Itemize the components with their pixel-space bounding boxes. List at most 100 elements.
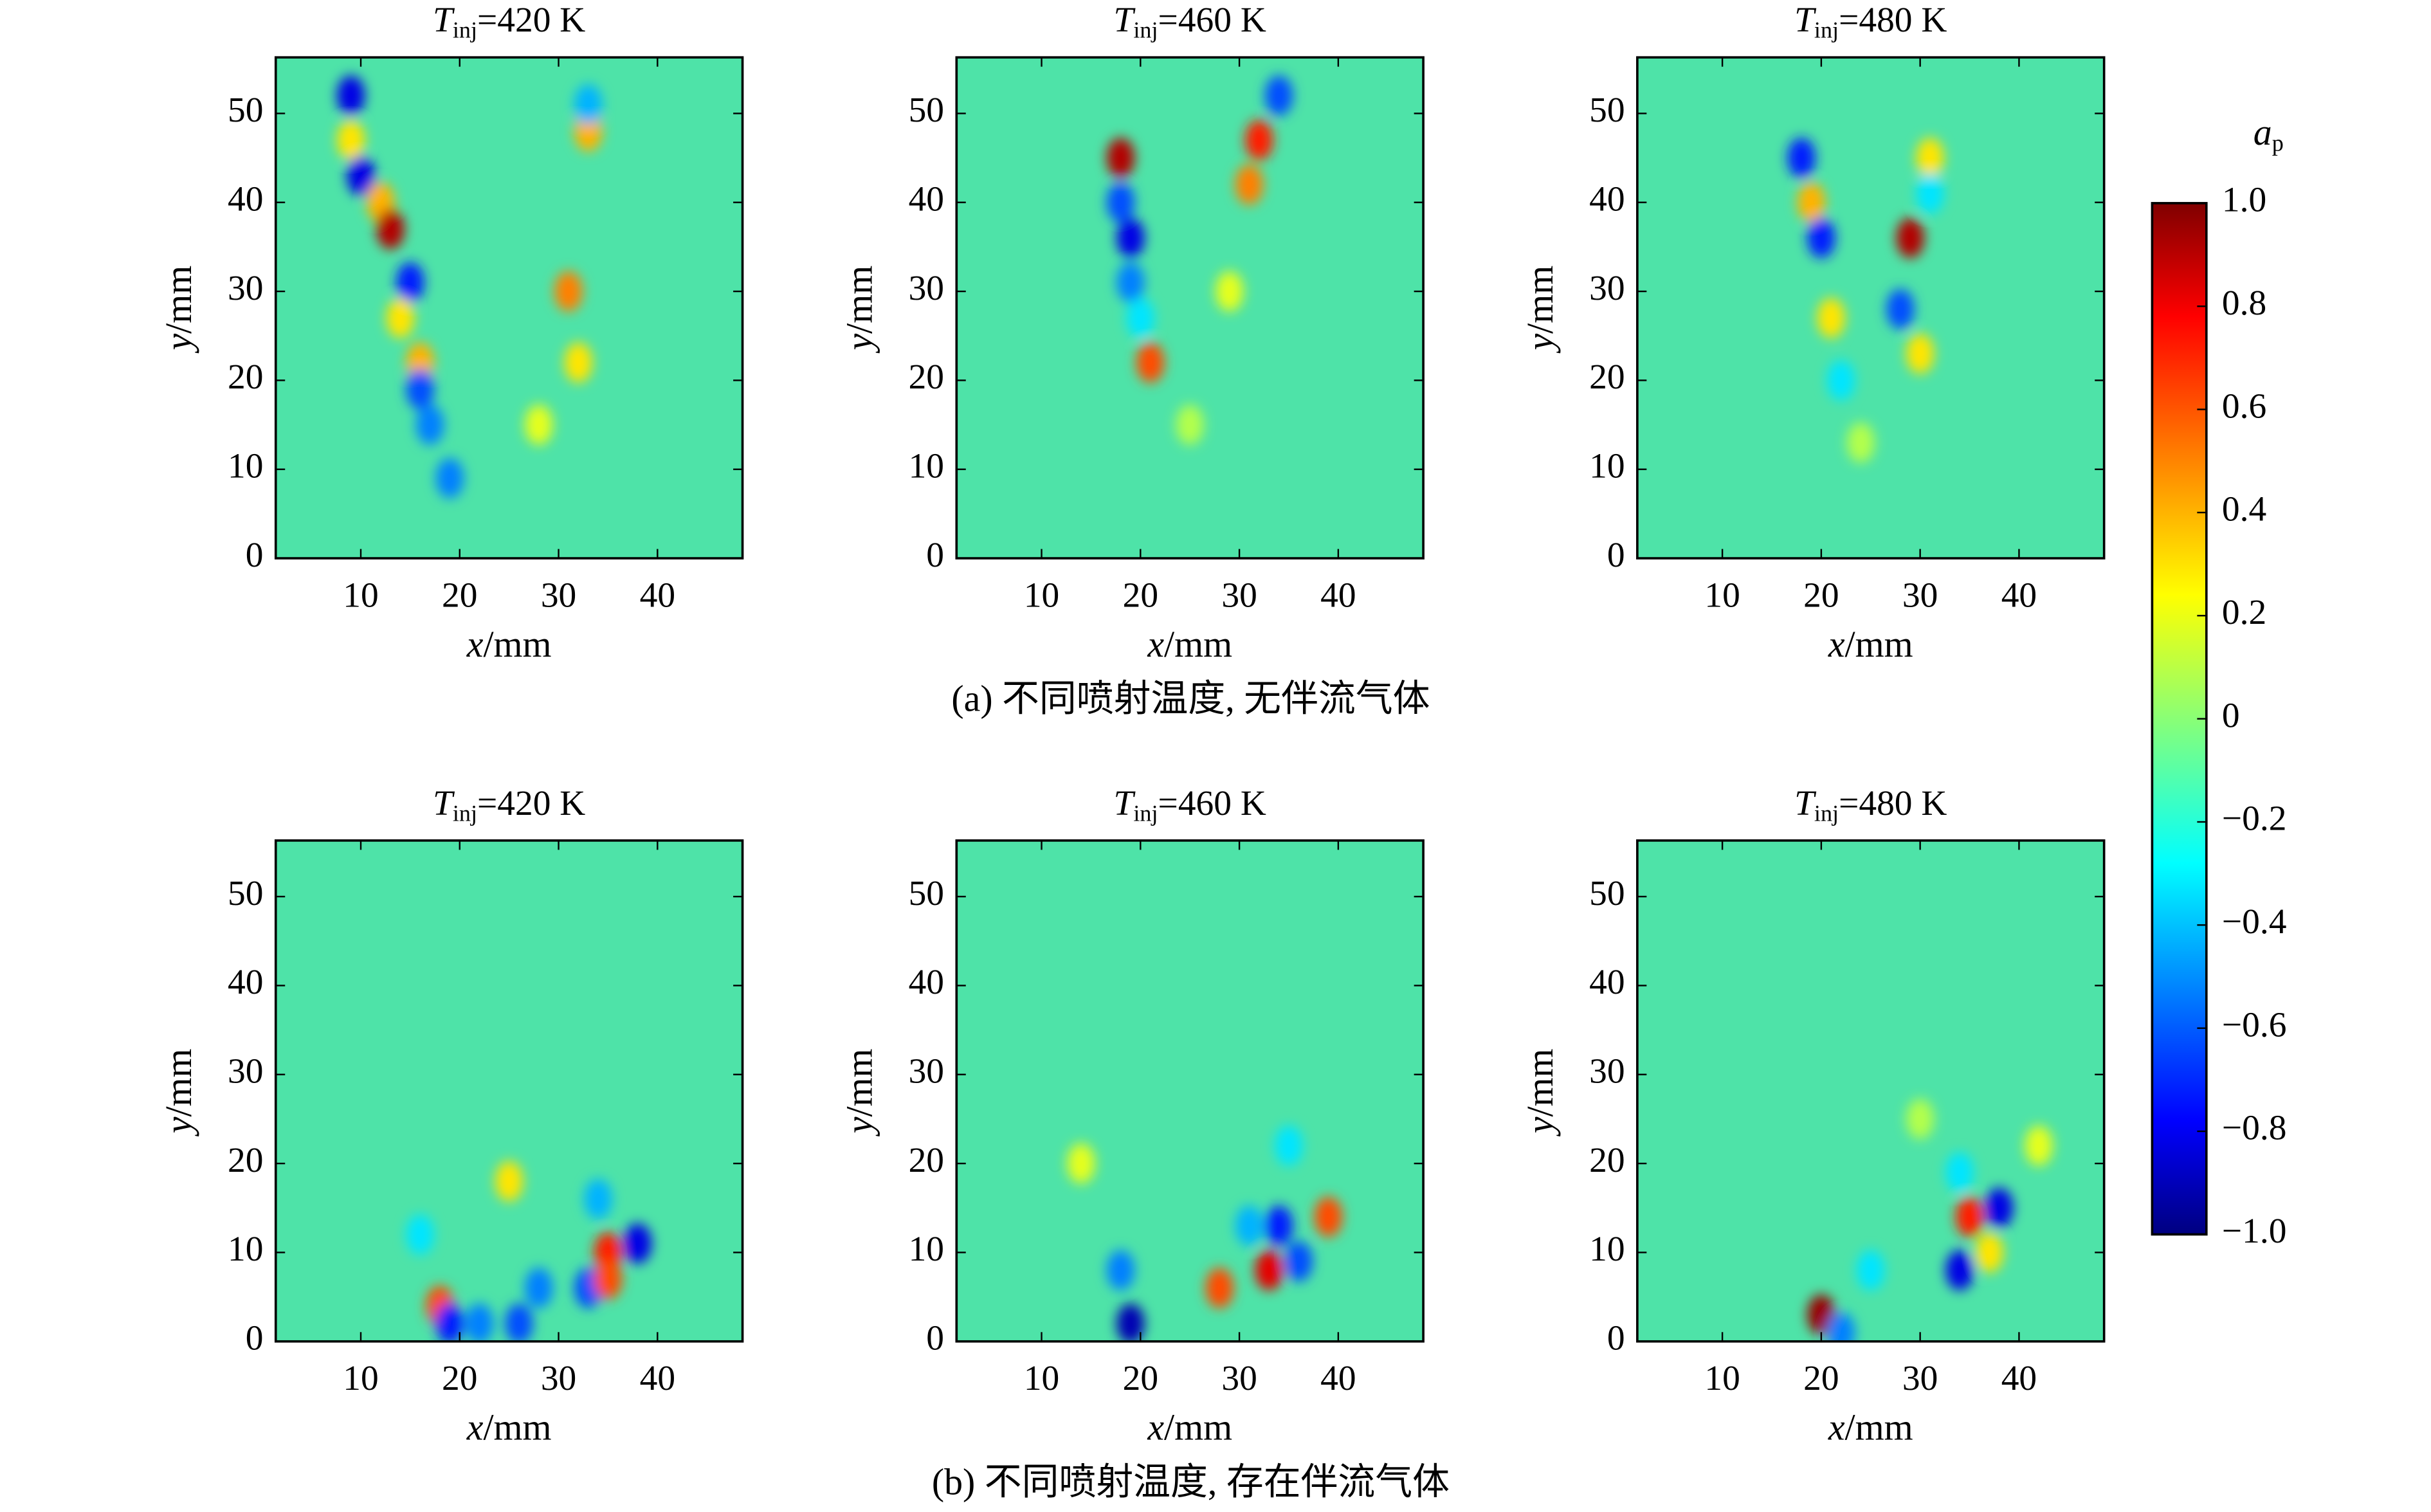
x-tick-label: 10 (1024, 1358, 1059, 1398)
plot-frame (274, 839, 744, 1343)
plot-background (1637, 57, 2104, 559)
title-symbol: T (1794, 0, 1817, 39)
axis-var: y (839, 334, 880, 354)
y-tick-label: 20 (909, 1140, 944, 1180)
x-axis-label: x/mm (1828, 623, 1913, 665)
title-text: =460 K (1158, 783, 1266, 823)
field (336, 75, 603, 498)
plot-frame (955, 839, 1425, 1343)
panel-title: Tinj=480 K (1794, 0, 1947, 43)
field-spot (435, 1303, 464, 1342)
field-spot (1176, 405, 1204, 445)
colorbar-tick-label: −0.2 (2222, 799, 2287, 838)
field (1106, 75, 1293, 445)
title-subscript: inj (453, 17, 477, 43)
x-tick-label: 30 (1221, 575, 1257, 614)
title-symbol: T (433, 0, 455, 39)
colorbar-tick-label: 0.8 (2222, 283, 2266, 322)
plot-frame (1636, 839, 2106, 1343)
colorbar-tick-label: 0.4 (2222, 489, 2266, 529)
field-spot (2025, 1125, 2053, 1166)
title-subscript: inj (1814, 801, 1839, 826)
plot-frame (1636, 56, 2106, 560)
field-spot (1945, 1152, 1974, 1193)
y-tick-label: 0 (1607, 535, 1625, 574)
axis-var: x (1828, 1407, 1845, 1448)
field-spot (1945, 1250, 1974, 1291)
axis-unit: /mm (839, 266, 880, 334)
field-spot (1886, 289, 1915, 330)
y-tick-label: 0 (246, 535, 264, 574)
colorbar-tick-label: −0.6 (2222, 1005, 2287, 1044)
x-tick-label: 20 (442, 575, 477, 614)
y-tick-label: 50 (909, 90, 944, 129)
field-spot (564, 342, 593, 383)
y-axis-label: y/mm (158, 1048, 199, 1136)
y-tick-label: 50 (909, 873, 944, 913)
x-tick-label: 30 (541, 1358, 576, 1398)
y-tick-label: 10 (228, 446, 263, 485)
field-spot (406, 1214, 434, 1255)
x-axis-label: x/mm (466, 1407, 552, 1448)
y-tick-label: 30 (228, 268, 263, 307)
axis-unit: /mm (839, 1048, 880, 1116)
x-tick-label: 30 (541, 575, 576, 614)
y-axis-label: y/mm (1519, 266, 1561, 354)
y-tick-label: 30 (909, 268, 944, 307)
field-spot (1787, 138, 1816, 178)
panel-title: Tinj=460 K (1114, 0, 1266, 43)
title-text: =420 K (477, 0, 585, 39)
x-axis-label: x/mm (1147, 1407, 1232, 1448)
y-tick-label: 50 (228, 90, 263, 129)
colorbar-tick-label: −1.0 (2222, 1211, 2287, 1250)
field-spot (1817, 298, 1845, 338)
field-spot (415, 405, 444, 445)
x-tick-label: 40 (640, 1358, 675, 1398)
x-tick-label: 40 (640, 575, 675, 614)
field-spot (1916, 138, 1944, 178)
field-spot (1245, 120, 1273, 161)
axis-unit: /mm (1519, 1048, 1561, 1116)
axis-var: x (1828, 623, 1845, 665)
field-spot (505, 1303, 533, 1342)
field-spot (1216, 271, 1244, 312)
y-tick-label: 20 (1589, 357, 1625, 396)
x-tick-label: 20 (442, 1358, 477, 1398)
y-tick-label: 10 (909, 1229, 944, 1268)
field-spot (1264, 1205, 1293, 1246)
colorbar-tick-label: −0.8 (2222, 1108, 2287, 1147)
field-spot (1975, 1232, 2003, 1273)
field (406, 1161, 652, 1342)
colorbar: 1.0 0.8 0.6 0.4 0.2 0 −0.2 −0.4 −0.6 −0.8 −1.0 ap (2151, 111, 2287, 1250)
y-tick-label: 10 (1589, 1229, 1625, 1268)
y-tick-label: 30 (1589, 268, 1625, 307)
field (1067, 1125, 1343, 1342)
field-spot (376, 208, 405, 250)
y-tick-label: 20 (1589, 1140, 1625, 1180)
field-spot (1846, 422, 1875, 463)
field-spot (1807, 217, 1835, 259)
field-spot (1906, 1098, 1935, 1140)
y-axis-label: y/mm (1519, 1048, 1561, 1136)
colorbar-tick-label: 0 (2222, 695, 2240, 734)
field-spot (525, 405, 553, 445)
y-tick-label: 30 (1589, 1051, 1625, 1090)
plot-frame (274, 56, 744, 560)
field-spot (1314, 1196, 1343, 1237)
x-tick-label: 10 (343, 575, 378, 614)
field-spot (1896, 217, 1924, 259)
field-spot (1264, 75, 1293, 116)
plot-background (275, 840, 743, 1342)
y-tick-label: 0 (926, 535, 944, 574)
caption: (b) 不同喷射温度, 存在伴流气体 (932, 1461, 1450, 1502)
axis-var: x (466, 623, 484, 665)
x-tick-label: 10 (1704, 1358, 1740, 1398)
y-tick-label: 30 (909, 1051, 944, 1090)
caption: (a) 不同喷射温度, 无伴流气体 (951, 678, 1430, 720)
label-var: a (2253, 111, 2272, 153)
y-axis-label: y/mm (839, 266, 880, 354)
axis-var: y (158, 334, 199, 354)
